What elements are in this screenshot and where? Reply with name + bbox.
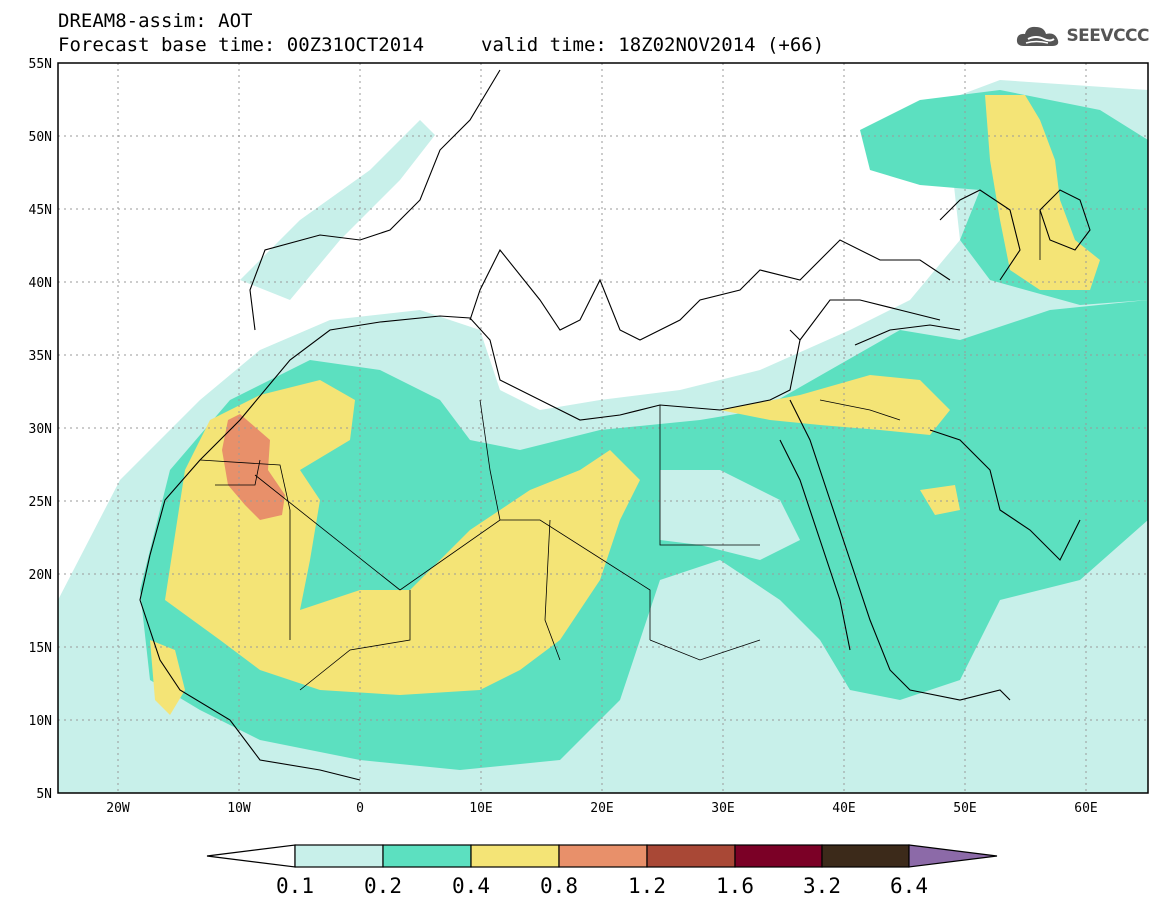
borders (199, 210, 1041, 691)
colorbar-label: 1.6 (716, 874, 754, 898)
lat-tick-label: 50N (29, 130, 52, 145)
colorbar-swatch (470, 844, 560, 868)
colorbar-label: 0.8 (540, 874, 578, 898)
title-line1: DREAM8-assim: AOT (58, 10, 253, 32)
colorbar-swatch (382, 844, 472, 868)
lat-tick-label: 30N (29, 422, 52, 437)
lat-tick-label: 55N (29, 57, 52, 72)
colorbar-label: 6.4 (890, 874, 928, 898)
colorbar-swatch (821, 844, 910, 868)
lon-tick-label: 40E (832, 801, 855, 816)
cloud-icon (1017, 26, 1059, 46)
lat-tick-label: 25N (29, 495, 52, 510)
lon-axis: 20W 10W 0 10E 20E 30E 40E 50E 60E (106, 801, 1097, 816)
lat-tick-label: 10N (29, 714, 52, 729)
aot-band-0-1-b (240, 120, 435, 300)
lat-tick-label: 40N (29, 276, 52, 291)
lon-tick-label: 0 (356, 801, 364, 816)
colorbar-arrow-right (908, 844, 998, 868)
colorbar-swatch (734, 844, 823, 868)
lon-tick-label: 60E (1074, 801, 1097, 816)
base-time: Forecast base time: 00Z31OCT2014 (58, 34, 425, 56)
lon-tick-label: 30E (711, 801, 734, 816)
valid-time: valid time: 18Z02NOV2014 (+66) (481, 34, 825, 56)
lat-tick-label: 45N (29, 203, 52, 218)
seevccc-logo: SEEVCCC (1014, 22, 1149, 50)
title-line2: Forecast base time: 00Z31OCT2014 valid ti… (58, 34, 824, 56)
aot-band-0-4-c (720, 375, 950, 435)
aot-band-0-4 (165, 380, 640, 695)
lat-tick-label: 15N (29, 641, 52, 656)
lat-axis: 55N 50N 45N 40N 35N 30N 25N 20N 15N 10N … (29, 57, 52, 802)
lon-tick-label: 20W (106, 801, 130, 816)
colorbar-label: 1.2 (628, 874, 666, 898)
lon-tick-label: 50E (953, 801, 976, 816)
colorbar-arrow-left (206, 844, 296, 868)
aot-band-0-4-b (150, 640, 185, 715)
colorbar-label: 0.4 (452, 874, 490, 898)
lon-tick-label: 10E (469, 801, 492, 816)
colorbar-swatch (646, 844, 736, 868)
graticule (58, 63, 1148, 793)
colorbar-swatch (294, 844, 384, 868)
colorbar-label: 0.1 (276, 874, 314, 898)
aot-band-0-1-hole (660, 470, 800, 560)
colorbar-label: 0.2 (364, 874, 402, 898)
map-frame (57, 62, 1149, 794)
lon-tick-label: 20E (590, 801, 613, 816)
logo-text: SEEVCCC (1066, 26, 1149, 46)
coastlines (139, 69, 1091, 781)
aot-band-0-4-d (985, 95, 1100, 290)
aot-band-0-8 (222, 414, 285, 520)
aot-field (58, 80, 1148, 793)
aot-band-0-4-e (920, 485, 960, 515)
colorbar-swatch (558, 844, 648, 868)
lon-tick-label: 10W (227, 801, 251, 816)
colorbar-label: 3.2 (803, 874, 841, 898)
lat-tick-label: 35N (29, 349, 52, 364)
colorbar: 0.1 0.2 0.4 0.8 1.2 1.6 3.2 6.4 (206, 844, 998, 898)
lat-tick-label: 20N (29, 568, 52, 583)
lat-tick-label: 5N (36, 787, 52, 802)
